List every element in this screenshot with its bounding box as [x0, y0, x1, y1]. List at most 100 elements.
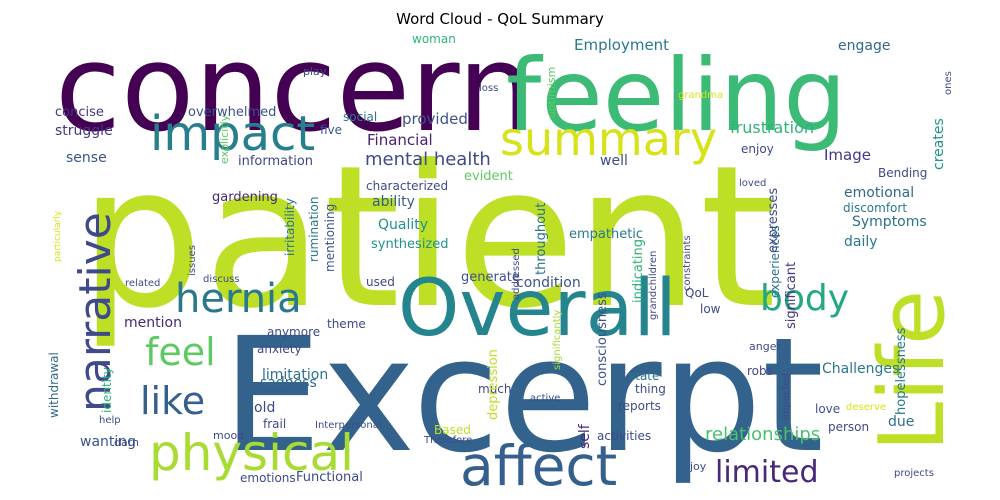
- word-feeling: feeling: [506, 37, 847, 154]
- word-emotions: emotions: [240, 471, 296, 485]
- word-person: person: [828, 420, 869, 434]
- word-reports: reports: [618, 399, 661, 413]
- word-evident: evident: [464, 169, 513, 184]
- word-patient: patient: [79, 124, 776, 352]
- word-five: five: [320, 123, 342, 137]
- word-excerpt: Excerpt: [222, 304, 824, 488]
- word-ability: ability: [372, 194, 415, 210]
- word-throughout: throughout: [534, 203, 549, 275]
- word-depression: depression: [486, 349, 501, 420]
- word-love: love: [815, 402, 840, 416]
- word-hopelessness: hopelessness: [894, 327, 909, 415]
- word-creates: creates: [931, 118, 947, 170]
- word-particularly: particularly: [53, 210, 63, 262]
- word-used: used: [366, 275, 395, 289]
- word-much: much: [478, 382, 512, 396]
- word-identity: identity: [100, 367, 114, 413]
- word-rumination: rumination: [307, 196, 321, 262]
- word-limited: limited: [715, 455, 819, 490]
- word-state: state: [629, 369, 659, 383]
- word-sense: sense: [66, 150, 107, 166]
- word-constraints: constraints: [682, 235, 693, 291]
- word-functional: Functional: [296, 470, 363, 485]
- word-social: social: [343, 110, 377, 124]
- word-quality: Quality: [378, 217, 428, 233]
- word-expresses: expresses: [766, 188, 781, 253]
- word-challenges: Challenges: [822, 361, 899, 377]
- word-emotional: emotional: [844, 185, 914, 201]
- word-significantly: significantly: [552, 310, 563, 370]
- word-robs: robs: [747, 364, 773, 378]
- word-characterized: characterized: [366, 179, 448, 193]
- word-overwhelmed: overwhelmed: [188, 105, 276, 120]
- word-self: self: [577, 423, 593, 449]
- word-grandchildren: grandchildren: [648, 251, 659, 320]
- word-generate: generate: [461, 270, 520, 285]
- word-synthesized: synthesized: [371, 237, 449, 252]
- word-physical: physical: [149, 424, 354, 482]
- word-frustration: frustration: [730, 118, 814, 137]
- word-affect: affect: [460, 434, 617, 498]
- word-anxiety: anxiety: [257, 342, 302, 356]
- word-significant: significant: [784, 262, 799, 329]
- word-experiences: experiences: [768, 225, 782, 298]
- word-mental-health: mental health: [365, 149, 491, 170]
- word-financial: Financial: [367, 131, 433, 149]
- word-sadness: sadness: [260, 375, 317, 391]
- word-like: like: [140, 379, 205, 423]
- word-concise: concise: [55, 105, 104, 120]
- word-mention: mention: [124, 315, 182, 331]
- word-mood: mood: [213, 429, 244, 442]
- word-optimism: optimism: [545, 67, 558, 118]
- word-interpersonal: Interpersonal: [315, 420, 382, 431]
- word-wanting: wanting: [80, 434, 136, 450]
- word-overall: Overall: [398, 264, 677, 354]
- word-concern: concern: [55, 20, 534, 159]
- word-addressed: addressed: [511, 248, 522, 300]
- word-condition: condition: [516, 275, 581, 291]
- word-grandma: grandma: [678, 90, 723, 101]
- word-limitation: limitation: [262, 367, 328, 383]
- chart-title: Word Cloud - QoL Summary: [396, 10, 604, 28]
- word-withdrawal: withdrawal: [47, 352, 61, 418]
- word-struggle: struggle: [55, 123, 113, 139]
- word-discomfort: discomfort: [843, 201, 907, 215]
- word-irritability: irritability: [283, 198, 297, 256]
- word-gardening: gardening: [212, 190, 278, 205]
- word-body: body: [760, 278, 849, 319]
- word-joy: joy: [689, 460, 707, 473]
- word-deserve: deserve: [846, 402, 886, 413]
- word-thing: thing: [635, 382, 666, 396]
- word-life: Life: [860, 290, 965, 452]
- word-symptoms: Symptoms: [852, 214, 927, 230]
- word-discuss: discuss: [203, 274, 240, 285]
- word-activities: activities: [597, 429, 651, 443]
- word-indicating: indicating: [631, 239, 646, 303]
- word-bending: Bending: [878, 166, 927, 180]
- word-employment: Employment: [574, 36, 669, 54]
- word-loss: loss: [479, 83, 498, 94]
- word-issues: issues: [187, 245, 198, 276]
- word-consciousness: consciousness: [595, 292, 610, 386]
- word-related: related: [125, 278, 160, 289]
- word-narrative: narrative: [70, 212, 121, 412]
- word-ones: ones: [943, 71, 954, 95]
- word-loved: loved: [739, 178, 766, 189]
- word-active: active: [530, 393, 560, 404]
- word-frail: frail: [263, 417, 286, 431]
- word-darn: darn: [114, 436, 139, 449]
- word-relationships: relationships: [705, 424, 820, 445]
- word-mentioning: mentioning: [323, 204, 337, 272]
- word-engage: engage: [838, 38, 890, 54]
- word-hernia: hernia: [175, 276, 302, 322]
- word-impact: impact: [150, 106, 315, 162]
- word-image: Image: [824, 146, 871, 164]
- word-due: due: [888, 414, 914, 430]
- word-anger: anger: [749, 340, 781, 353]
- word-information: information: [238, 154, 313, 169]
- word-daily: daily: [844, 234, 878, 250]
- word-feel: feel: [145, 330, 216, 374]
- word-play: play: [303, 65, 327, 78]
- word-projects: projects: [894, 468, 934, 479]
